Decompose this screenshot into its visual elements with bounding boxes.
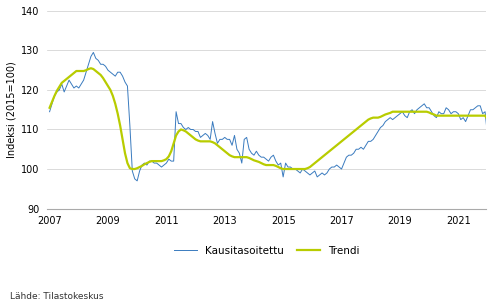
Legend: Kausitasoitettu, Trendi: Kausitasoitettu, Trendi: [170, 242, 363, 261]
Trendi: [482, 114, 488, 117]
Kausitasoitettu: [61, 90, 67, 94]
Trendi: [61, 79, 67, 83]
Trendi: [129, 167, 135, 171]
Line: Kausitasoitettu: Kausitasoitettu: [50, 52, 493, 181]
Kausitasoitettu: [154, 161, 160, 165]
Trendi: [56, 85, 62, 89]
Kausitasoitettu: [389, 118, 395, 121]
Line: Trendi: Trendi: [50, 68, 493, 169]
Trendi: [47, 106, 53, 109]
Kausitasoitettu: [90, 50, 96, 54]
Trendi: [154, 159, 160, 163]
Y-axis label: Indeksi (2015=100): Indeksi (2015=100): [7, 61, 17, 158]
Text: Lähde: Tilastokeskus: Lähde: Tilastokeskus: [10, 292, 104, 301]
Kausitasoitettu: [47, 110, 53, 113]
Kausitasoitettu: [56, 88, 62, 92]
Kausitasoitettu: [482, 110, 488, 113]
Trendi: [88, 66, 94, 70]
Trendi: [134, 166, 140, 170]
Kausitasoitettu: [132, 177, 138, 181]
Trendi: [389, 110, 395, 113]
Kausitasoitettu: [134, 179, 140, 183]
